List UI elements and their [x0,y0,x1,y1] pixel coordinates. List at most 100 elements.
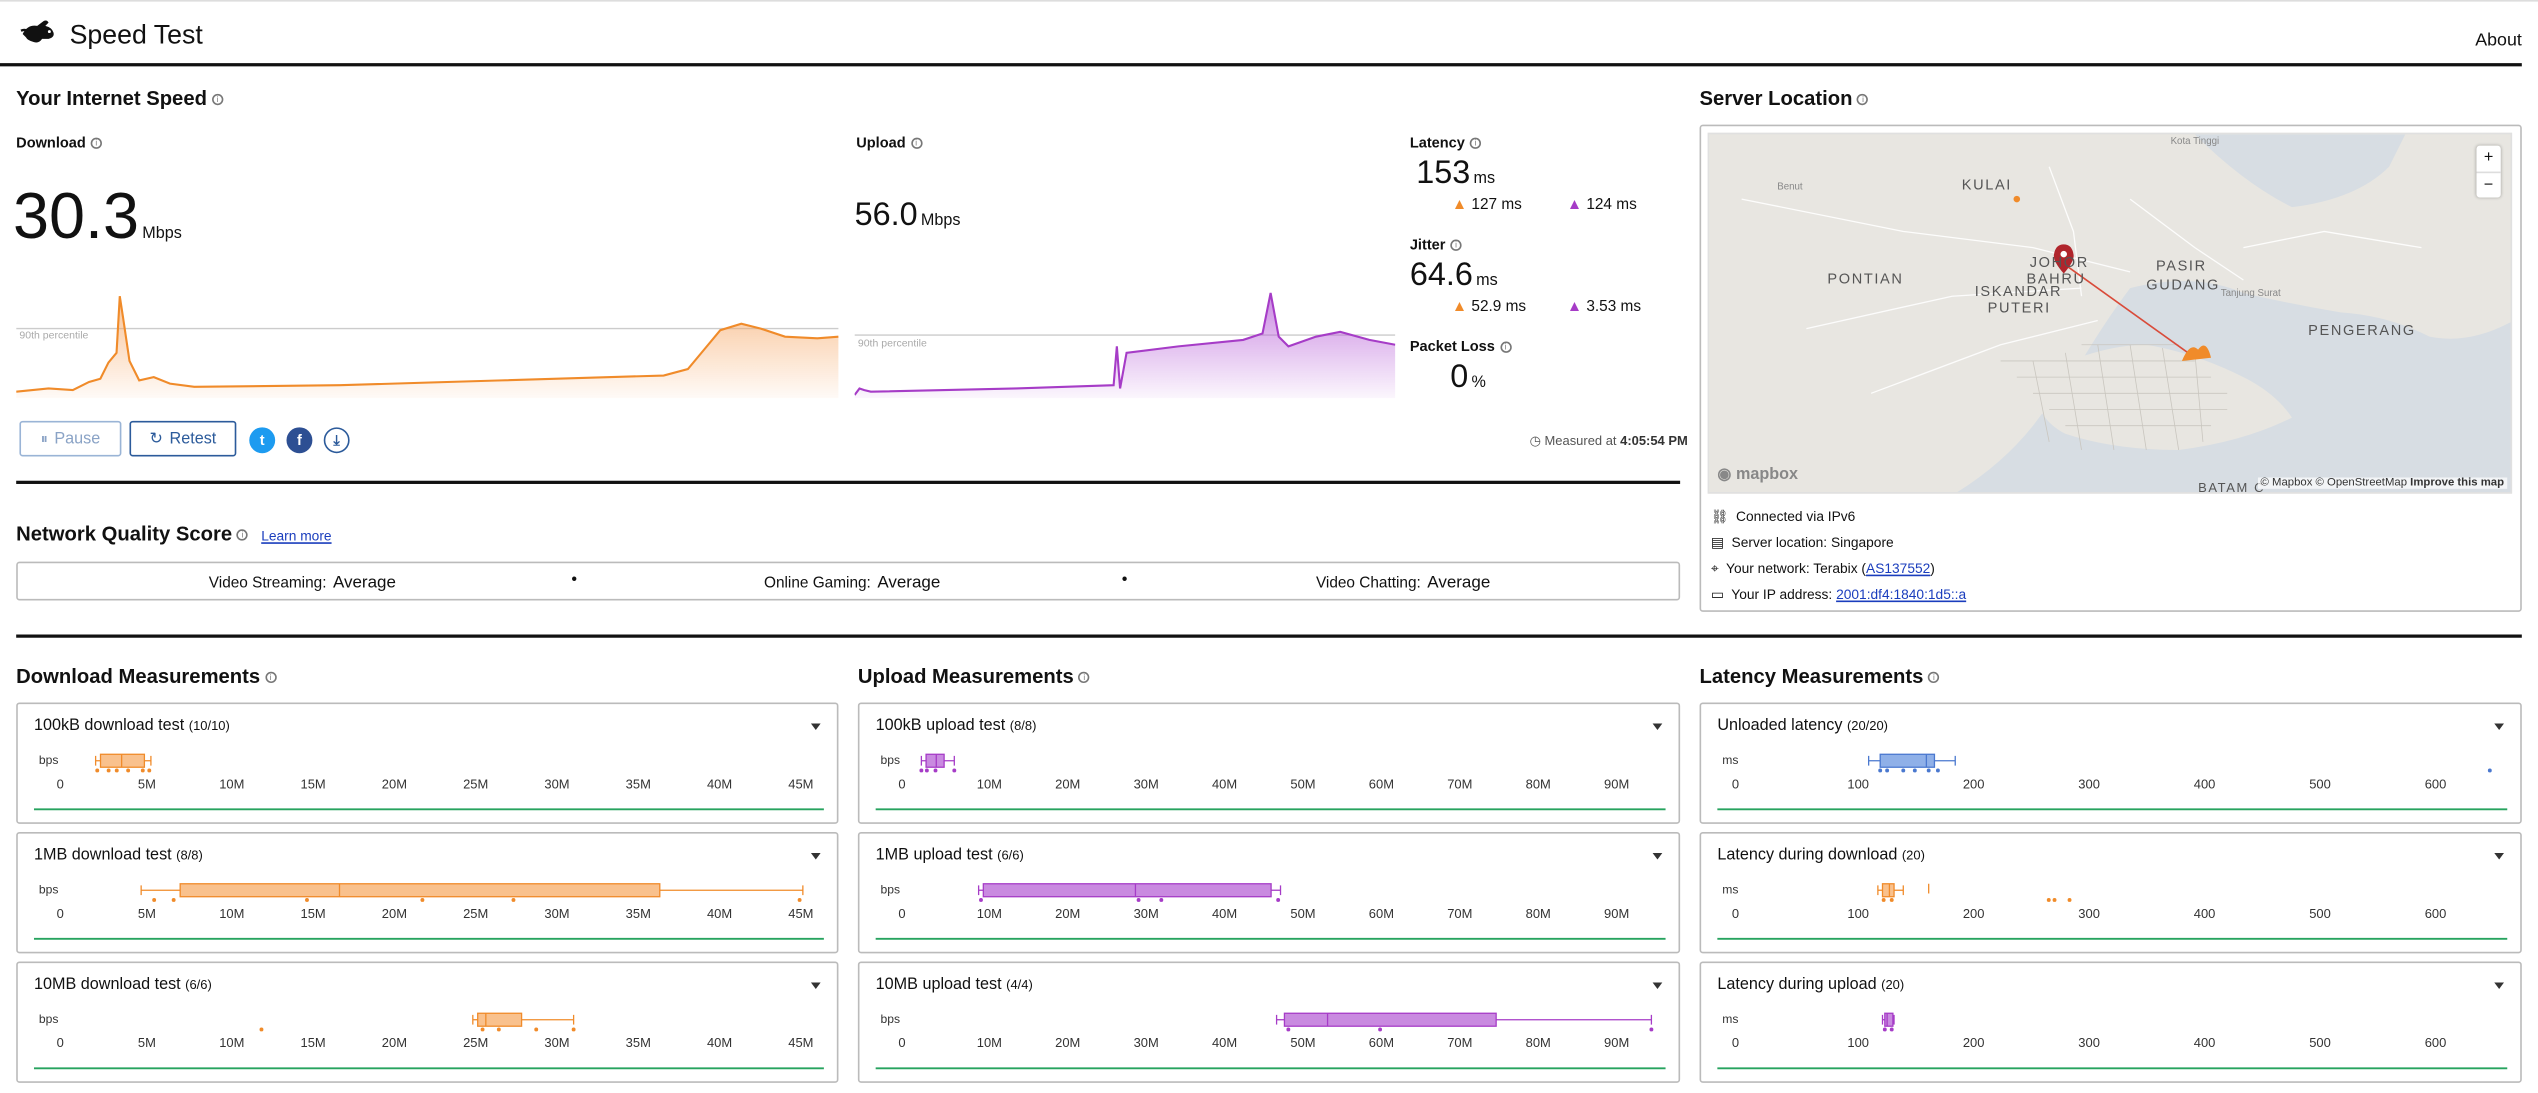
quality-section-title: Network Quality Score i Learn more [16,522,332,546]
data-point [420,898,425,902]
retest-button[interactable]: ↻ Retest [129,420,237,457]
box-plot [33,883,824,940]
axis-tick-label: 0 [1731,906,1740,921]
data-point [171,898,176,902]
data-point [1378,1027,1383,1032]
upload-measurements-title: Upload Measurements i [858,665,1090,688]
axis-tick-label: 300 [2078,776,2100,792]
pause-button[interactable]: ⏸ Pause [19,420,122,457]
axis-tick-label: 40M [1211,776,1238,792]
axis-tick-label: 30M [1133,906,1159,921]
download-percentile-label: 90th percentile [19,329,88,341]
learn-more-link[interactable]: Learn more [261,527,332,544]
latency-test-card[interactable]: Unloaded latency (20/20) ms 0 100 200 300 400 5… [1699,702,2522,824]
server-map[interactable]: KULAI PONTIAN ISKANDAR PUTERI JOHOR BAHR… [1707,132,2513,494]
data-point [2046,898,2051,902]
iqr-box [1879,753,1936,768]
axis-tick-label: 70M [1447,906,1473,921]
iqr-box [99,753,146,768]
box-plot [1717,1012,2508,1070]
info-icon[interactable]: i [1450,239,1462,252]
info-icon[interactable]: i [1499,341,1512,354]
map-label-kulai: KULAI [1961,176,2012,193]
app-header: Speed Test About [0,0,2538,65]
box-plot [33,753,824,811]
info-icon[interactable]: i [236,529,249,541]
ip-address-link[interactable]: 2001:df4:1840:1d5::a [1836,585,1967,603]
test-title: 1MB upload test (6/6) [875,846,1024,865]
as-number-link[interactable]: AS137552 [1866,560,1931,577]
window-icon: ▭ [1710,585,1724,603]
data-point [1885,768,1890,773]
download-test-card[interactable]: 1MB download test (8/8) bps 0 5M 10M 15M 20M 25… [16,831,839,954]
rabbit-logo-icon[interactable] [19,18,58,47]
axis-tick-label: 70M [1447,1035,1473,1051]
info-icon[interactable]: i [90,137,102,150]
mapbox-logo[interactable]: ◉ mapbox [1717,466,1799,484]
about-link[interactable]: About [2475,30,2522,51]
axis-tick-label: 80M [1525,776,1551,792]
upload-chart: 90th percentile [854,292,1396,399]
upload-test-card[interactable]: 100kB upload test (8/8) bps 0 10M 20M 30M 40M 5… [857,702,1681,824]
info-icon[interactable]: i [265,672,277,684]
info-icon[interactable]: i [211,94,224,106]
info-icon[interactable]: i [1857,94,1869,106]
data-point [1136,898,1141,902]
latency-test-card[interactable]: Latency during upload (20) ms 0 100 200 300 40… [1699,961,2522,1083]
axis-unit: ms [1722,882,1739,897]
chevron-down-icon[interactable] [810,982,821,989]
axis-tick-label: 0 [56,906,64,921]
axis-tick-label: 5M [137,776,156,792]
info-icon[interactable]: i [910,137,922,150]
chevron-down-icon[interactable] [1652,982,1663,989]
axis-tick-label: 0 [898,1035,906,1051]
download-test-card[interactable]: 100kB download test (10/10) bps 0 5M 10M 15M 2… [16,702,839,824]
latency-value: 153 ms [1416,155,1496,191]
chevron-down-icon[interactable] [1652,853,1663,860]
axis-tick-label: 40M [1211,906,1238,921]
facebook-share-icon[interactable]: f [286,427,313,454]
axis-unit: ms [1722,752,1739,768]
test-title: 10MB download test (6/6) [33,976,212,994]
improve-map-link[interactable]: Improve this map [2410,477,2505,489]
axis-tick-label: 30M [544,776,570,792]
chevron-down-icon[interactable] [2494,853,2505,860]
map-label-puteri: PUTERI [1987,299,2051,316]
axis-unit: bps [38,1011,59,1027]
info-icon[interactable]: i [1928,672,1940,684]
axis-tick-label: 25M [463,1035,489,1051]
axis-tick-label: 60M [1368,776,1394,792]
zoom-out-button[interactable]: − [2483,176,2494,195]
chevron-down-icon[interactable] [2494,723,2505,730]
zoom-in-button[interactable]: + [2476,146,2501,174]
download-test-card[interactable]: 10MB download test (6/6) bps 0 5M 10M 15M 20M 2… [16,961,839,1083]
map-label-gudang: GUDANG [2146,276,2220,293]
axis-tick-label: 35M [625,776,651,792]
jitter-label: Jitter i [1410,236,1462,253]
iqr-box [1884,1012,1894,1027]
upload-arrow-icon: ▲ [1566,195,1583,214]
jitter-down: ▲ 52.9 ms [1451,297,1527,316]
your-network: ⌖ Your network: Terabix (AS137552) [1710,560,1935,577]
measured-at: ◷ Measured at 4:05:54 PM [1529,433,1688,449]
chevron-down-icon[interactable] [2494,982,2505,989]
twitter-share-icon[interactable]: t [249,427,276,454]
quality-separator: • [1121,571,1128,590]
info-icon[interactable]: i [1469,137,1482,150]
axis-tick-label: 400 [2193,776,2216,792]
axis-tick-label: 20M [1055,906,1081,921]
server-section-title: Server Location i [1700,87,1869,110]
latency-test-card[interactable]: Latency during download (20) ms 0 100 200 300… [1699,831,2522,954]
upload-test-card[interactable]: 1MB upload test (6/6) bps 0 10M 20M 30M 40M 50M… [857,831,1681,954]
axis-tick-label: 50M [1290,906,1316,921]
info-icon[interactable]: i [1078,672,1090,684]
axis-tick-label: 40M [706,906,733,921]
upload-test-card[interactable]: 10MB upload test (4/4) bps 0 10M 20M 30M 40M 50… [857,961,1681,1083]
chevron-down-icon[interactable] [810,723,821,730]
data-point [2067,898,2072,902]
chevron-down-icon[interactable] [1652,723,1663,730]
data-point [511,898,516,902]
chevron-down-icon[interactable] [810,853,821,860]
download-results-icon[interactable]: ⤓ [323,427,350,454]
map-label-kota: Kota Tinggi [2170,137,2220,148]
